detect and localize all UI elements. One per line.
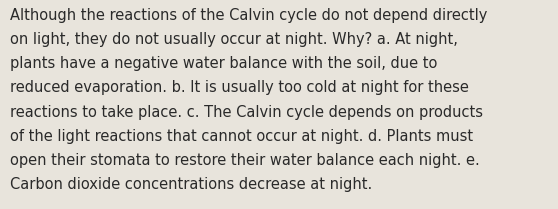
- Text: plants have a negative water balance with the soil, due to: plants have a negative water balance wit…: [10, 56, 437, 71]
- Text: reduced evaporation. b. It is usually too cold at night for these: reduced evaporation. b. It is usually to…: [10, 80, 469, 96]
- Text: of the light reactions that cannot occur at night. d. Plants must: of the light reactions that cannot occur…: [10, 129, 473, 144]
- Text: reactions to take place. c. The Calvin cycle depends on products: reactions to take place. c. The Calvin c…: [10, 104, 483, 120]
- Text: Although the reactions of the Calvin cycle do not depend directly: Although the reactions of the Calvin cyc…: [10, 8, 488, 23]
- Text: on light, they do not usually occur at night. Why? a. At night,: on light, they do not usually occur at n…: [10, 32, 458, 47]
- Text: open their stomata to restore their water balance each night. e.: open their stomata to restore their wate…: [10, 153, 480, 168]
- Text: Carbon dioxide concentrations decrease at night.: Carbon dioxide concentrations decrease a…: [10, 177, 372, 192]
